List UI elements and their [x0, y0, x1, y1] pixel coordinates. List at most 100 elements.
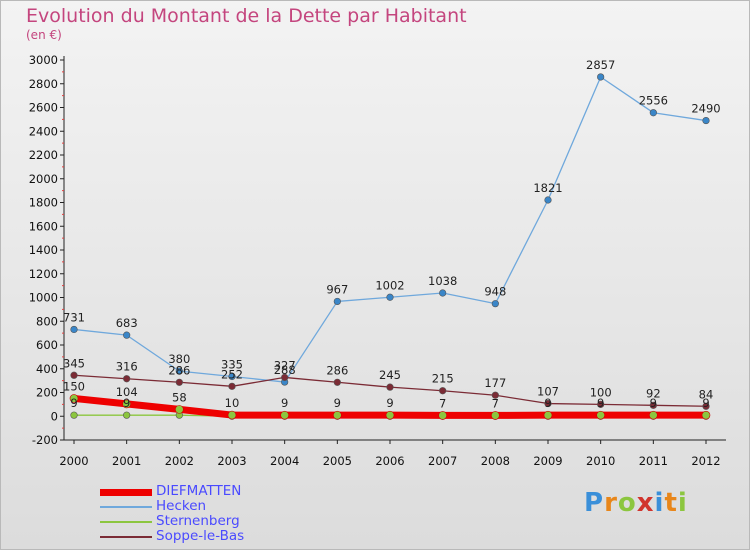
data-label-diefmatten: 150: [63, 379, 85, 393]
data-point-soppe-le-bas: [123, 375, 131, 383]
x-tick-label: 2011: [639, 454, 668, 468]
y-tick-label: 1000: [29, 291, 58, 305]
data-point-sternenberg: [70, 411, 78, 419]
data-label-hecken: 1038: [428, 274, 457, 288]
data-point-hecken: [702, 116, 710, 125]
logo-letter: o: [617, 488, 637, 518]
data-label-diefmatten: 9: [702, 396, 709, 410]
x-tick-label: 2012: [691, 454, 720, 468]
data-point-soppe-le-bas: [333, 378, 341, 386]
logo-letter: P: [584, 488, 605, 518]
data-point-diefmatten: [333, 410, 342, 420]
y-tick-label: 1800: [29, 196, 58, 210]
y-tick-label: 400: [36, 362, 58, 376]
data-label-diefmatten: 10: [225, 396, 240, 410]
data-label-soppe-le-bas: 177: [484, 376, 506, 390]
data-point-diefmatten: [701, 410, 711, 420]
legend-label: Soppe-le-Bas: [156, 528, 245, 544]
data-point-hecken: [491, 300, 499, 308]
data-point-diefmatten: [69, 394, 79, 403]
legend: DIEFMATTEN Hecken Sternenberg Soppe-le-Bas: [100, 483, 300, 544]
data-label-sternenberg: 9: [123, 396, 130, 410]
logo-letter: x: [636, 488, 655, 518]
data-point-hecken: [228, 372, 236, 381]
x-tick-label: 2010: [586, 454, 615, 468]
legend-item: Soppe-le-Bas: [100, 528, 300, 544]
data-point-hecken: [386, 293, 394, 301]
data-label-hecken: 2857: [586, 58, 615, 72]
data-label-diefmatten: 9: [386, 396, 393, 410]
data-label-soppe-le-bas: 107: [537, 385, 559, 399]
data-label-diefmatten: 58: [172, 390, 187, 404]
data-label-sternenberg: 9: [70, 396, 77, 410]
data-point-diefmatten: [280, 410, 289, 420]
x-tick-label: 2008: [481, 454, 510, 468]
data-label-hecken: 1821: [533, 181, 562, 195]
data-label-hecken: 288: [274, 363, 296, 377]
data-point-soppe-le-bas: [386, 383, 394, 391]
legend-label: Sternenberg: [156, 513, 240, 529]
data-label-hecken: 967: [326, 282, 348, 296]
y-tick-label: 2800: [29, 77, 58, 91]
y-tick-label: 800: [36, 314, 58, 328]
data-point-hecken: [70, 325, 78, 334]
data-label-soppe-le-bas: 327: [274, 358, 296, 372]
data-label-soppe-le-bas: 92: [646, 386, 661, 400]
y-tick-label: 1200: [29, 267, 58, 281]
data-point-diefmatten: [543, 410, 553, 420]
data-point-sternenberg: [123, 411, 131, 419]
data-point-diefmatten: [596, 410, 605, 420]
legend-label: DIEFMATTEN: [156, 483, 242, 499]
legend-item: Hecken: [100, 498, 300, 514]
data-point-soppe-le-bas: [439, 387, 447, 395]
data-label-soppe-le-bas: 345: [63, 356, 85, 370]
data-point-soppe-le-bas: [649, 401, 657, 409]
x-tick-label: 2001: [112, 454, 141, 468]
logo-letter: t: [664, 488, 678, 518]
data-point-hecken: [544, 196, 552, 204]
data-label-hecken: 335: [221, 357, 243, 371]
data-label-hecken: 1002: [375, 278, 404, 292]
data-label-diefmatten: 9: [544, 396, 551, 410]
data-point-soppe-le-bas: [70, 371, 78, 379]
data-point-diefmatten: [438, 411, 447, 420]
logo-letter: i: [677, 488, 688, 518]
data-label-diefmatten: 9: [281, 396, 288, 410]
data-label-diefmatten: 7: [492, 396, 499, 410]
data-label-hecken: 683: [116, 316, 138, 330]
legend-swatch: [100, 488, 152, 496]
data-label-hecken: 380: [168, 352, 190, 366]
data-label-soppe-le-bas: 286: [326, 363, 348, 377]
chart-title: Evolution du Montant de la Dette par Hab…: [26, 5, 467, 27]
series-line-hecken: [73, 76, 707, 383]
x-tick-label: 2006: [375, 454, 404, 468]
y-tick-label: 2000: [29, 172, 58, 186]
data-point-soppe-le-bas: [281, 373, 289, 382]
x-tick-label: 2007: [428, 454, 457, 468]
data-point-diefmatten: [385, 410, 395, 420]
data-point-hecken: [333, 297, 341, 306]
data-point-hecken: [597, 73, 605, 81]
data-label-hecken: 2556: [639, 94, 668, 108]
data-label-soppe-le-bas: 215: [432, 372, 454, 386]
data-point-diefmatten: [122, 399, 131, 409]
logo-letter: r: [604, 488, 618, 518]
data-point-soppe-le-bas: [544, 399, 552, 408]
y-tick-label: 1400: [29, 243, 58, 257]
data-label-soppe-le-bas: 316: [116, 360, 138, 374]
data-label-hecken: 731: [63, 310, 85, 324]
data-point-diefmatten: [649, 410, 658, 420]
data-point-diefmatten: [227, 410, 237, 420]
data-label-soppe-le-bas: 84: [699, 387, 714, 401]
data-point-soppe-le-bas: [228, 382, 236, 390]
chart-unit: (en €): [26, 28, 62, 42]
y-tick-label: 2600: [29, 101, 58, 115]
x-tick-label: 2003: [217, 454, 246, 468]
legend-swatch: [100, 521, 152, 523]
data-point-soppe-le-bas: [597, 400, 605, 408]
data-point-diefmatten: [175, 405, 184, 414]
x-tick-label: 2005: [323, 454, 352, 468]
y-tick-label: 600: [36, 338, 58, 352]
